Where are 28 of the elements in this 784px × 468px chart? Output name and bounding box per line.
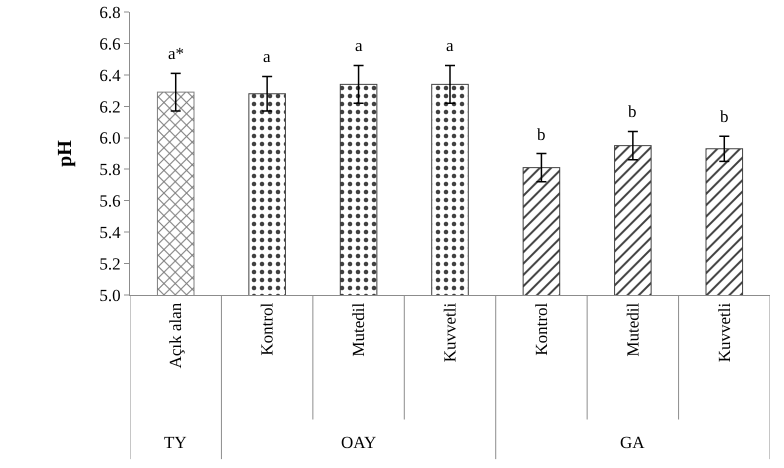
data-label: b bbox=[537, 125, 546, 144]
y-tick-label: 6.2 bbox=[99, 97, 121, 116]
y-tick-label: 5.8 bbox=[99, 160, 121, 180]
y-tick-label: 6.8 bbox=[99, 2, 121, 22]
y-axis-title: pH bbox=[54, 140, 76, 167]
y-tick-label: 6.6 bbox=[99, 34, 121, 54]
x-tick-label: Kontrol bbox=[532, 302, 551, 356]
x-tick-label: Kontrol bbox=[258, 302, 277, 356]
data-label: a bbox=[263, 47, 271, 66]
y-tick-label: 5.2 bbox=[99, 254, 121, 274]
text: TY bbox=[164, 433, 187, 452]
data-label: a bbox=[355, 36, 363, 55]
x-tick-label: Mutedil bbox=[623, 302, 642, 357]
y-tick-label: 5.0 bbox=[99, 286, 121, 305]
text: OAY bbox=[341, 433, 376, 452]
data-label: b bbox=[628, 102, 636, 121]
text: GA bbox=[620, 433, 646, 452]
y-tick-label: 6.0 bbox=[99, 128, 121, 148]
y-tick-label: 5.4 bbox=[99, 223, 122, 242]
x-tick-label: Kuvvetli bbox=[440, 302, 460, 362]
data-label: a* bbox=[168, 44, 184, 63]
x-tick-label: Açık alan bbox=[166, 302, 186, 368]
x-tick-label: Mutedil bbox=[349, 302, 368, 357]
y-tick-label: 5.6 bbox=[99, 192, 121, 211]
y-tick-label: 6.4 bbox=[99, 66, 122, 85]
x-tick-label: Kuvvetli bbox=[714, 302, 734, 362]
data-label: b bbox=[720, 107, 728, 126]
data-label: a bbox=[446, 36, 454, 55]
